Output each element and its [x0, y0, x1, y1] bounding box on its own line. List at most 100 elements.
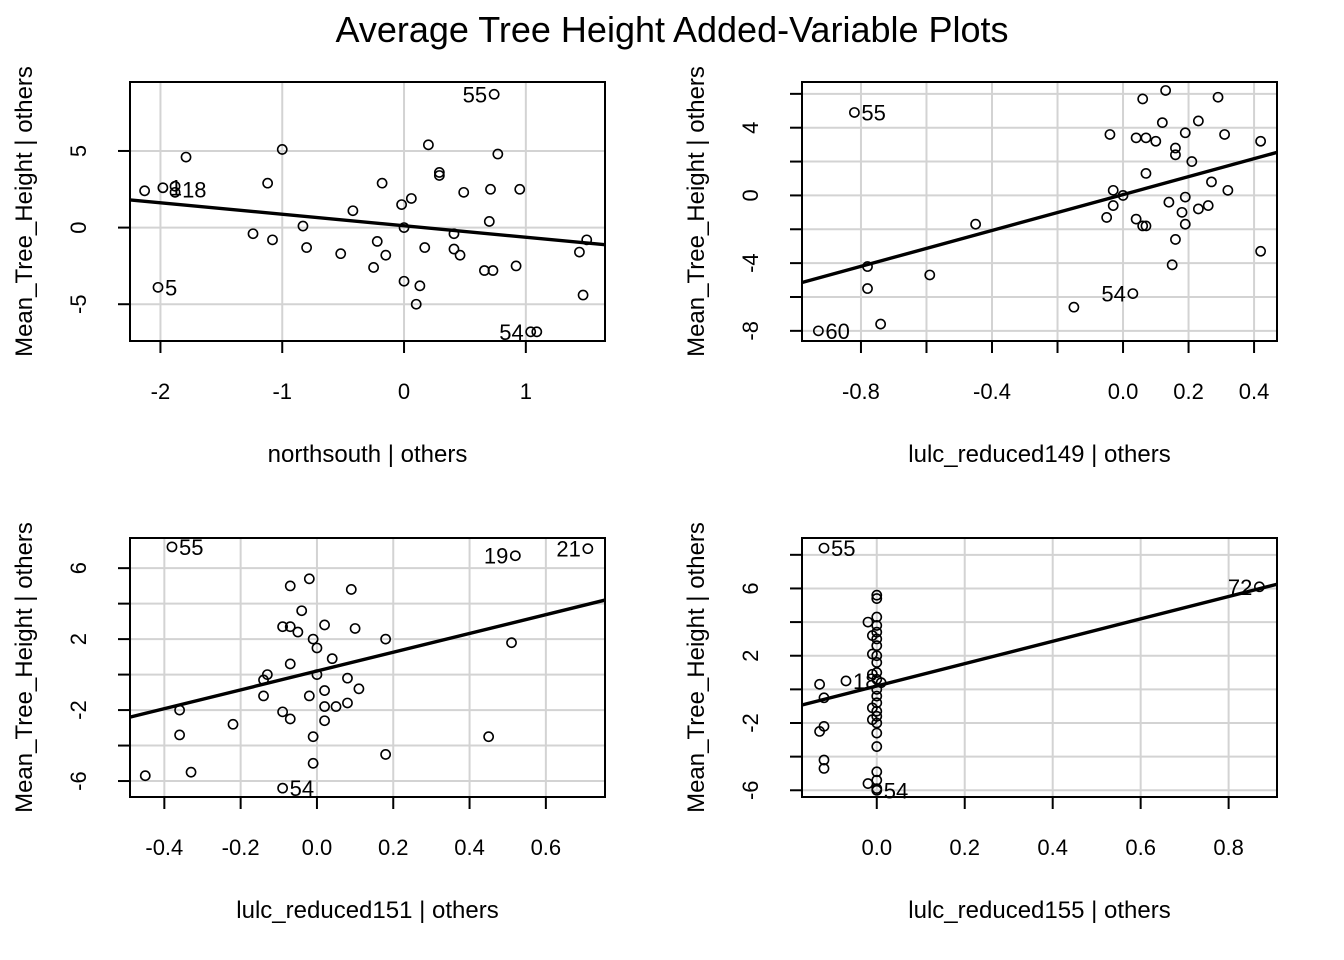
data-point: [277, 706, 289, 718]
data-point: [319, 715, 330, 727]
x-axis: -0.8 -0.4 0.0 0.2 0.4: [842, 341, 1269, 404]
data-point: [818, 763, 830, 774]
grid-lines: [130, 538, 605, 797]
data-point: [531, 326, 543, 338]
y-tick-label: 6: [66, 562, 91, 574]
point-label: 21: [556, 537, 580, 562]
data-point: [1140, 220, 1152, 232]
data-point: [1130, 213, 1142, 225]
x-tick-label: 0.6: [531, 835, 562, 860]
data-point: [1068, 301, 1080, 313]
data-point: [433, 167, 445, 178]
y-tick-label: 6: [738, 582, 763, 594]
data-point: [487, 265, 499, 276]
data-point: [376, 177, 388, 189]
data-point: [1163, 196, 1175, 208]
y-axis: -6 -2 2 6: [738, 553, 802, 800]
data-point: [509, 550, 521, 562]
data-point: [277, 621, 289, 633]
data-point: [1104, 129, 1116, 140]
data-point: [862, 616, 874, 628]
data-point: [818, 692, 830, 704]
data-point: [1101, 212, 1113, 223]
data-point: [1255, 135, 1267, 147]
data-point: [380, 633, 392, 645]
point-label: 54: [884, 778, 908, 803]
data-point: [371, 235, 383, 247]
data-point: [311, 669, 323, 680]
data-point: [410, 298, 422, 310]
x-tick-label: 0.4: [1037, 835, 1068, 860]
data-point: [1130, 132, 1142, 144]
plot-panels: -2 -1 0 1 -5 0 5 northsouth | others Mean_Tree_H…: [11, 66, 1278, 924]
plot-frame: [801, 537, 1278, 798]
grid-lines: [802, 538, 1277, 797]
data-point: [301, 242, 313, 253]
data-point: [492, 148, 504, 160]
data-point: [454, 249, 466, 261]
data-points: [812, 85, 1267, 337]
data-point: [1137, 93, 1149, 105]
data-point: [262, 177, 274, 189]
y-tick-label: 2: [66, 633, 91, 645]
data-point: [1160, 85, 1172, 96]
data-point: [414, 280, 426, 292]
data-point: [875, 318, 887, 330]
data-point: [227, 718, 239, 730]
x-tick-label: -1: [272, 379, 292, 404]
x-axis: 0.0 0.2 0.4 0.6 0.8: [861, 797, 1244, 860]
plot-frame: [801, 81, 1278, 342]
data-point: [1186, 156, 1198, 167]
data-point: [326, 653, 338, 665]
data-point: [319, 701, 330, 712]
regression-line: [130, 598, 605, 719]
data-point: [866, 668, 878, 680]
point-label: 54: [1101, 282, 1125, 307]
y-tick-label: -4: [738, 253, 763, 273]
data-point: [422, 139, 434, 151]
point-label: 55: [179, 535, 203, 560]
data-point: [862, 261, 873, 272]
data-point: [506, 637, 517, 649]
data-point: [866, 714, 878, 726]
data-point: [970, 218, 982, 230]
y-tick-label: 0: [738, 189, 763, 201]
data-point: [405, 193, 417, 204]
data-point: [871, 690, 883, 702]
data-point: [1117, 190, 1129, 201]
data-point: [398, 275, 410, 287]
data-point: [1176, 206, 1188, 218]
x-axis-label: lulc_reduced149 | others: [908, 441, 1170, 468]
data-point: [345, 584, 357, 595]
regression-line: [802, 150, 1277, 285]
data-point: [166, 541, 178, 553]
y-axis: -8 -4 0 4: [738, 92, 802, 341]
data-point: [319, 685, 330, 696]
data-point: [284, 658, 296, 670]
regression-line: [130, 198, 605, 247]
data-point: [448, 243, 460, 255]
data-point: [871, 657, 883, 668]
data-point: [866, 630, 878, 641]
data-point: [284, 580, 296, 592]
data-point: [368, 262, 379, 273]
data-point: [353, 683, 365, 695]
figure-title: Average Tree Height Added-Variable Plots: [335, 9, 1008, 50]
data-point: [267, 234, 278, 246]
data-point: [1156, 117, 1168, 129]
y-tick-label: -2: [738, 713, 763, 733]
x-axis: -2 -1 0 1: [151, 341, 532, 404]
data-point: [330, 701, 342, 712]
data-point: [180, 151, 192, 163]
panel-3: -0.4 -0.2 0.0 0.2 0.4 0.6 -6 -2 2 6 lulc_reduced15…: [11, 522, 606, 924]
data-point: [307, 633, 319, 645]
data-point: [866, 648, 878, 660]
data-point: [875, 677, 887, 689]
y-axis-label: Mean_Tree_Height | others: [683, 66, 710, 357]
panel-4: 0.0 0.2 0.4 0.6 0.8 -6 -2 2 6 lulc_reduced155 | o…: [683, 522, 1278, 924]
data-point: [1137, 220, 1149, 232]
x-tick-label: 0: [398, 379, 410, 404]
